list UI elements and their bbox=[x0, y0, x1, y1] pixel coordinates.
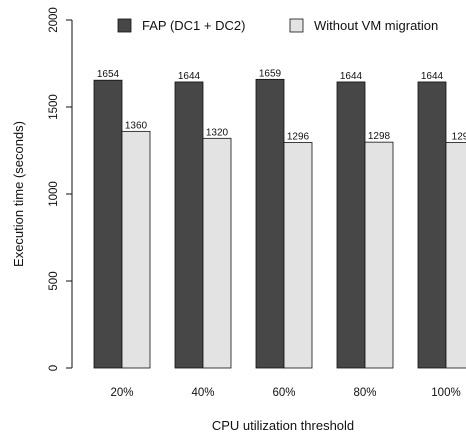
y-axis-title: Execution time (seconds) bbox=[11, 121, 26, 267]
bar bbox=[121, 130, 151, 369]
x-tick-label: 20% bbox=[110, 387, 133, 399]
data-label: 1298 bbox=[368, 131, 391, 142]
bar bbox=[174, 81, 204, 369]
legend-swatch bbox=[117, 18, 132, 33]
data-label: 1644 bbox=[421, 71, 444, 82]
data-label: 1659 bbox=[259, 68, 282, 79]
legend-label: Without VM migration bbox=[314, 18, 438, 33]
data-label: 1296 bbox=[287, 131, 310, 142]
y-tick-label: 1000 bbox=[48, 181, 60, 207]
y-tick-label: 500 bbox=[48, 271, 60, 290]
bar bbox=[202, 137, 232, 369]
bar bbox=[445, 142, 466, 369]
x-tick-label: 100% bbox=[431, 387, 460, 399]
legend-label: FAP (DC1 + DC2) bbox=[142, 18, 245, 33]
legend-swatch bbox=[289, 18, 304, 33]
legend: FAP (DC1 + DC2) Without VM migration bbox=[117, 18, 438, 33]
y-tick-label: 0 bbox=[48, 365, 60, 371]
y-tick-label: 2000 bbox=[48, 7, 60, 33]
data-label: 1360 bbox=[125, 120, 148, 131]
bar bbox=[93, 79, 123, 369]
x-tick-label: 60% bbox=[272, 387, 295, 399]
bar bbox=[283, 142, 313, 369]
y-tick-label: 1500 bbox=[48, 94, 60, 120]
bar bbox=[364, 141, 394, 369]
bars: 1654 1360 1644 1320 1659 1296 1644 1298 1644 129 bbox=[93, 68, 466, 369]
data-label: 1644 bbox=[340, 71, 363, 82]
x-axis-title: CPU utilization threshold bbox=[212, 418, 354, 433]
y-axis: 0 500 1000 1500 2000 bbox=[48, 7, 73, 371]
bar bbox=[336, 81, 366, 369]
x-tick-labels: 20% 40% 60% 80% 100% bbox=[110, 387, 460, 399]
bar bbox=[255, 78, 285, 369]
bar bbox=[417, 81, 447, 369]
data-label: 1654 bbox=[97, 69, 120, 80]
x-tick-label: 80% bbox=[353, 387, 376, 399]
data-label: 129 bbox=[452, 131, 466, 142]
data-label: 1320 bbox=[206, 127, 229, 138]
x-tick-label: 40% bbox=[191, 387, 214, 399]
data-label: 1644 bbox=[178, 71, 201, 82]
